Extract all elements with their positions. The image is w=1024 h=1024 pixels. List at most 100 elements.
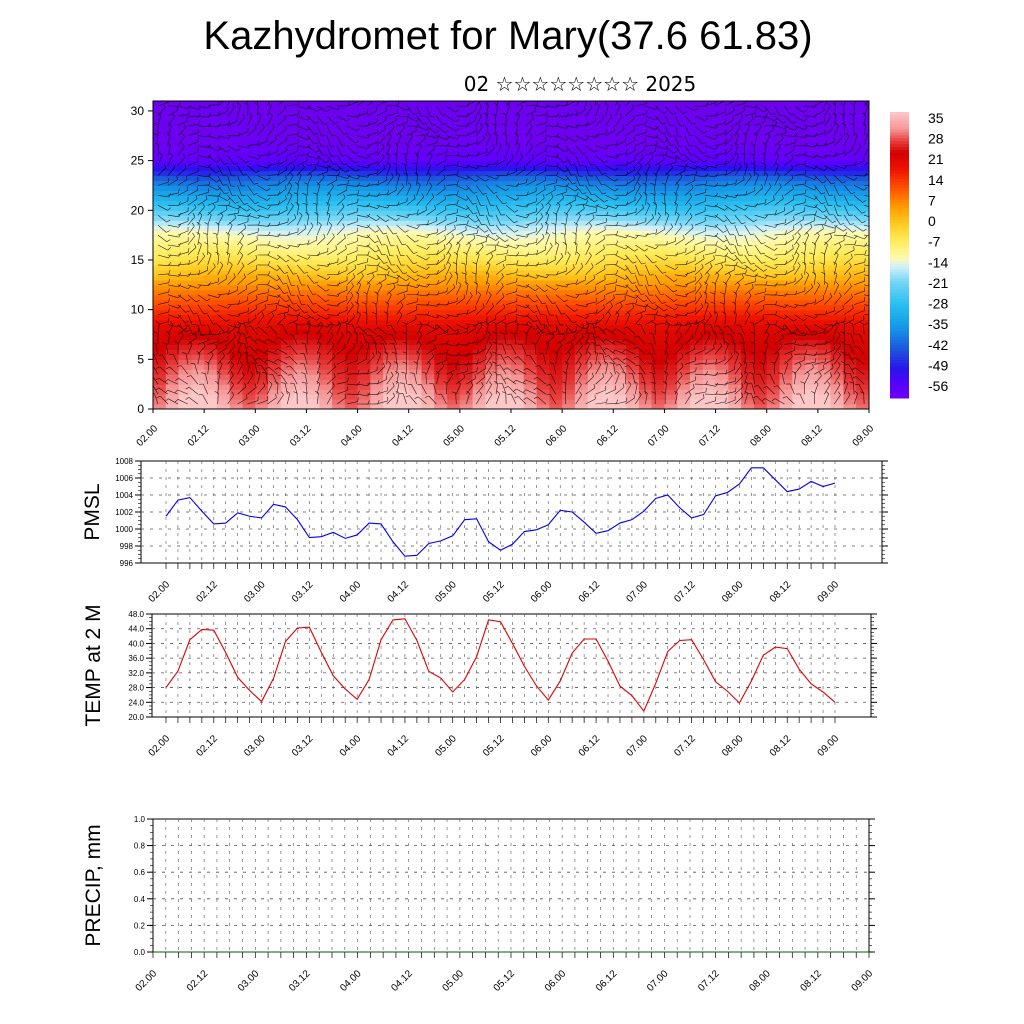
xtick-label: 02.00	[147, 579, 173, 605]
xtick-label: 05.12	[492, 968, 518, 994]
xtick-label: 03.00	[242, 733, 268, 759]
cs-xtick-label: 04.00	[339, 423, 365, 449]
cs-xtick-label: 05.12	[493, 423, 519, 449]
xtick-label: 02.00	[147, 733, 173, 759]
ytick-label: 0.8	[134, 842, 146, 851]
ytick-label: 1.0	[134, 815, 146, 824]
colorbar-label: 0	[928, 213, 936, 229]
colorbar-label: -28	[928, 296, 948, 312]
ytick-label: 20.0	[128, 713, 144, 722]
cross-section-plot: 0 5 10 15 20 25 30 02.00 02.12 03.00 03.12 04.00 04.…	[131, 100, 876, 449]
xtick-label: 08.12	[768, 579, 794, 605]
ytick-label: 0.4	[134, 895, 146, 904]
xtick-label: 07.12	[696, 968, 722, 994]
ytick-label: 0.2	[134, 921, 146, 930]
xtick-label: 02.12	[194, 733, 220, 759]
xtick-label: 08.00	[720, 579, 746, 605]
cs-xtick-label: 07.12	[697, 423, 723, 449]
colorbar-label: -56	[928, 378, 948, 394]
xtick-label: 08.12	[799, 968, 825, 994]
ytick-label: 1006	[115, 474, 133, 483]
xtick-label: 06.00	[529, 579, 555, 605]
xtick-label: 07.00	[625, 579, 651, 605]
series-line	[165, 467, 836, 557]
ytick-label: 996	[120, 559, 134, 568]
xtick-label: 03.12	[287, 968, 313, 994]
xtick-label: 06.12	[594, 968, 620, 994]
xtick-label: 05.00	[441, 968, 467, 994]
cs-xtick-label: 07.00	[646, 423, 672, 449]
panel-ylabel: PMSL	[81, 483, 104, 540]
cs-ytick-label: 20	[131, 203, 145, 217]
panel-frame	[151, 613, 872, 718]
xtick-label: 07.00	[625, 733, 651, 759]
colorbar-label: 28	[928, 131, 944, 147]
colorbar-label: 7	[928, 192, 936, 208]
xtick-label: 04.00	[338, 579, 364, 605]
ytick-label: 1004	[115, 491, 133, 500]
xtick-label: 05.00	[433, 733, 459, 759]
ytick-label: 44.0	[128, 625, 144, 634]
cs-ytick-label: 10	[131, 303, 145, 317]
series-line	[165, 618, 836, 713]
cs-xtick-label: 08.12	[800, 423, 826, 449]
page-subtitle: 02 ☆☆☆☆☆☆☆☆ 2025	[463, 72, 697, 96]
colorbar-label: -42	[928, 337, 948, 353]
wind-barbs	[153, 101, 869, 405]
temp-panel: 20.0 24.0 28.0 32.0 36.0 40.0 44.0 48.0 02.00 02.…	[82, 604, 877, 759]
xtick-label: 02.12	[185, 968, 211, 994]
ytick-label: 28.0	[128, 684, 144, 693]
xtick-label: 08.00	[747, 968, 773, 994]
cs-xtick-label: 02.12	[186, 423, 212, 449]
cs-ytick-label: 0	[137, 402, 144, 416]
cs-xtick-label: 03.00	[237, 423, 263, 449]
xtick-label: 06.00	[529, 733, 555, 759]
cs-ytick-label: 25	[131, 154, 145, 168]
xtick-label: 08.00	[720, 733, 746, 759]
ytick-label: 1000	[115, 525, 133, 534]
pmsl-panel: 996 998 1000 1002 1004 1006 1008 02.00 02.12 03.0…	[81, 457, 888, 605]
colorbar-label: 14	[928, 172, 944, 188]
xtick-label: 04.00	[338, 733, 364, 759]
ytick-label: 1002	[115, 508, 133, 517]
colorbar: 35 28 21 14 7 0 -7 -14 -21 -28 -35 -42 -49 -56	[890, 110, 948, 399]
cs-ytick-label: 5	[137, 352, 144, 366]
xtick-label: 02.12	[194, 579, 220, 605]
cs-ytick-label: 30	[131, 104, 145, 118]
panel-ylabel: PRECIP, mm	[82, 824, 105, 946]
xtick-label: 09.00	[850, 968, 876, 994]
cs-ytick-label: 15	[131, 253, 145, 267]
xtick-label: 03.00	[236, 968, 262, 994]
xtick-label: 07.12	[672, 733, 698, 759]
xtick-label: 07.12	[672, 579, 698, 605]
ytick-label: 998	[120, 542, 134, 551]
xtick-label: 03.12	[290, 733, 316, 759]
ytick-label: 40.0	[128, 639, 144, 648]
ytick-label: 0.6	[134, 868, 146, 877]
xtick-label: 06.00	[543, 968, 569, 994]
colorbar-label: -49	[928, 357, 948, 373]
xtick-label: 06.12	[577, 733, 603, 759]
xtick-label: 07.00	[645, 968, 671, 994]
xtick-label: 04.12	[386, 579, 412, 605]
colorbar-label: -21	[928, 275, 948, 291]
xtick-label: 04.00	[338, 968, 364, 994]
xtick-label: 09.00	[816, 733, 842, 759]
colorbar-label: -7	[928, 234, 941, 250]
xtick-label: 09.00	[816, 579, 842, 605]
xtick-label: 04.12	[389, 968, 415, 994]
panel-ylabel: TEMP at 2 M	[82, 604, 105, 726]
precip-panel: 0.0 0.2 0.4 0.6 0.8 1.0 02.00 02.12 03.00 03.12 04…	[82, 815, 875, 994]
ytick-label: 0.0	[134, 948, 146, 957]
xtick-label: 06.12	[577, 579, 603, 605]
xtick-label: 05.00	[433, 579, 459, 605]
xtick-label: 02.00	[134, 968, 160, 994]
xtick-label: 03.00	[242, 579, 268, 605]
ytick-label: 1008	[115, 457, 133, 466]
cs-xtick-label: 04.12	[390, 423, 416, 449]
ytick-label: 32.0	[128, 669, 144, 678]
ytick-label: 24.0	[128, 698, 144, 707]
cs-xtick-label: 08.00	[748, 423, 774, 449]
xtick-label: 05.12	[481, 579, 507, 605]
